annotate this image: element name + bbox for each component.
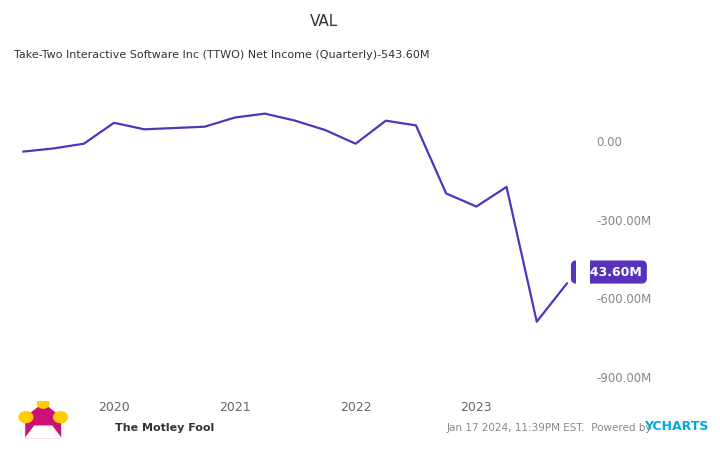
Text: Take-Two Interactive Software Inc (TTWO) Net Income (Quarterly)-543.60M: Take-Two Interactive Software Inc (TTWO)…	[14, 50, 430, 60]
Text: VAL: VAL	[310, 14, 338, 28]
Text: The Motley Fool: The Motley Fool	[115, 423, 215, 433]
Text: YCHARTS: YCHARTS	[644, 420, 708, 433]
Circle shape	[53, 412, 68, 423]
Circle shape	[19, 412, 33, 423]
Polygon shape	[26, 404, 60, 437]
Circle shape	[37, 399, 49, 408]
Polygon shape	[26, 426, 60, 437]
Text: Jan 17 2024, 11:39PM EST.  Powered by: Jan 17 2024, 11:39PM EST. Powered by	[446, 423, 655, 433]
Text: -543.60M: -543.60M	[576, 266, 642, 279]
